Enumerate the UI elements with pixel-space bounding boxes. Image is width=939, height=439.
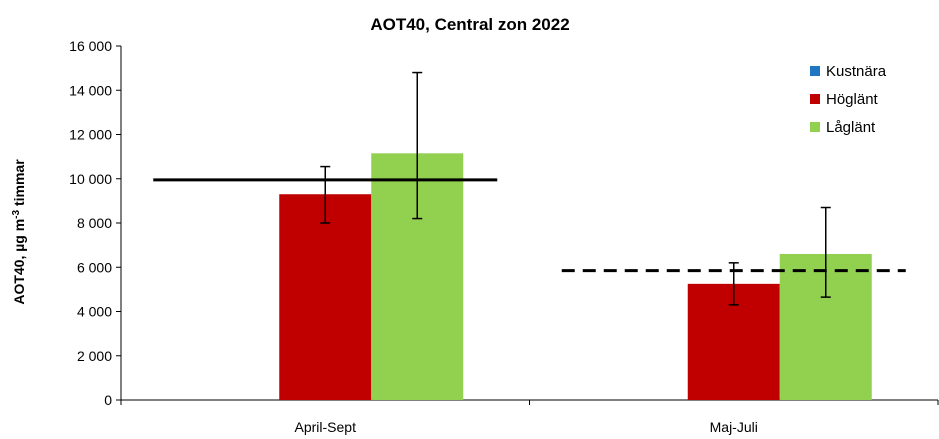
y-axis-label-suffix: timmar (11, 159, 27, 210)
reference-lines (153, 178, 906, 273)
legend-swatch (810, 66, 820, 76)
legend-swatch (810, 94, 820, 104)
y-tick-label: 14 000 (69, 82, 112, 98)
y-axis-label-main: AOT40, µg m (11, 219, 27, 305)
x-axis: April-Sept Maj-Juli (120, 399, 939, 435)
y-tick-label: 16 000 (69, 38, 112, 54)
legend-swatch (810, 122, 820, 132)
y-tick-label: 6 000 (77, 259, 112, 275)
y-axis-label: AOT40, µg m-3 timmar (11, 159, 28, 305)
bars (279, 153, 872, 400)
y-tick-label: 10 000 (69, 171, 112, 187)
y-axis-label-sup: -3 (11, 209, 22, 218)
y-tick-label: 8 000 (77, 215, 112, 231)
x-tick-label: April-Sept (295, 419, 357, 435)
legend: Kustnära Höglänt Låglänt (810, 63, 887, 136)
legend-label: Kustnära (826, 63, 887, 80)
legend-label: Höglänt (826, 91, 879, 108)
y-tick-label: 12 000 (69, 127, 112, 143)
y-tick-label: 0 (104, 392, 112, 408)
legend-label: Låglänt (826, 119, 876, 136)
y-axis: 0 2 000 4 000 6 000 8 000 10 000 12 000 14 000 1… (69, 38, 122, 408)
chart-title: AOT40, Central zon 2022 (370, 15, 569, 34)
bar (279, 194, 372, 400)
x-tick-label: Maj-Juli (710, 419, 758, 435)
y-tick-label: 4 000 (77, 304, 112, 320)
y-tick-label: 2 000 (77, 348, 112, 364)
